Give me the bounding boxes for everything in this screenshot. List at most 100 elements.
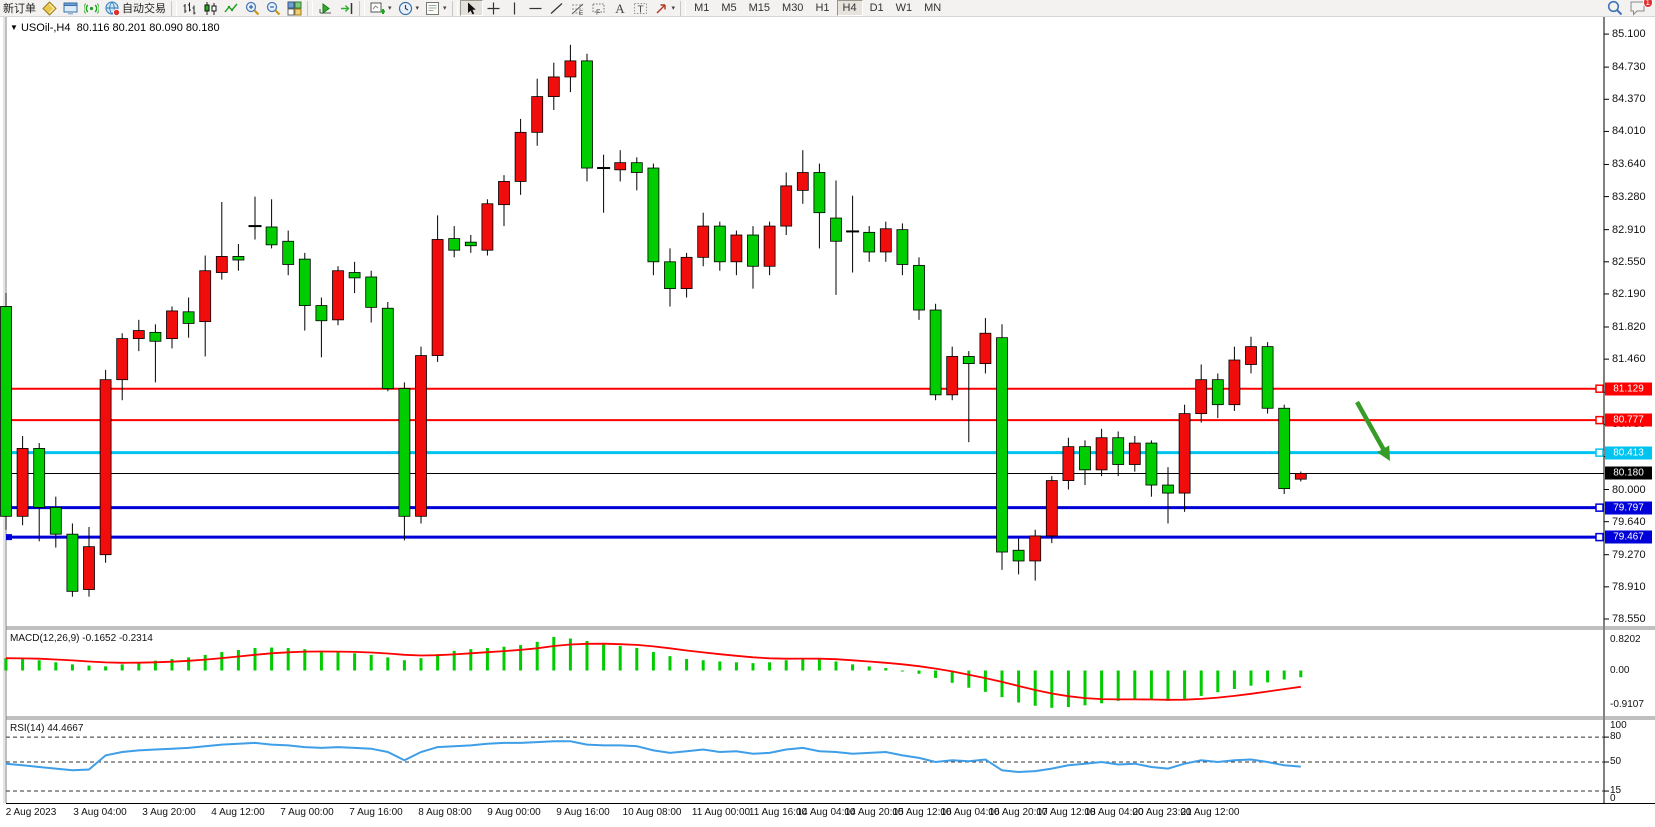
autotrading-button[interactable]: 自动交易	[102, 0, 169, 16]
timeframe-h4[interactable]: H4	[836, 0, 863, 16]
trendline-button[interactable]	[546, 0, 567, 16]
timeframe-m15[interactable]: M15	[748, 2, 771, 14]
hline-handle-right[interactable]	[1595, 384, 1604, 393]
macd-axis-label: -0.9107	[1610, 698, 1644, 710]
channel-button[interactable]: F	[588, 0, 609, 16]
periods-button[interactable]: ▾	[395, 0, 423, 16]
signals-button[interactable]	[81, 0, 102, 16]
hline-handle-right[interactable]	[1595, 503, 1604, 512]
tile-windows-button[interactable]	[284, 0, 305, 16]
toolbar-separator	[680, 0, 687, 16]
cursor-button[interactable]	[459, 0, 483, 16]
rsi-line	[5, 740, 1301, 774]
notification-badge: 1	[1642, 0, 1653, 8]
auto-scroll-button[interactable]	[315, 0, 336, 16]
time-axis-label: 9 Aug 00:00	[487, 807, 541, 818]
macd-signal-line	[5, 642, 1301, 701]
toolbar-separator	[451, 0, 458, 16]
timeframe-m1[interactable]: M1	[694, 2, 710, 14]
chart-shift-button[interactable]	[336, 0, 357, 16]
toolbar-separator	[171, 0, 177, 16]
toolbar-separator	[307, 0, 313, 16]
rsi-axis-label: 15	[1610, 785, 1622, 797]
text-label-button[interactable]: T	[630, 0, 651, 16]
timeframe-w1[interactable]: W1	[895, 2, 913, 14]
time-axis-label: 7 Aug 16:00	[349, 807, 403, 818]
hline-price-label: 79.467	[1605, 530, 1652, 544]
market-watch-button[interactable]	[39, 0, 60, 16]
price-tick: 79.640	[1612, 515, 1646, 528]
horizontal-line-button[interactable]	[525, 0, 546, 16]
price-tick: 81.820	[1612, 320, 1646, 333]
time-axis-label: 9 Aug 16:00	[556, 807, 610, 818]
text-a-button[interactable]: A	[609, 0, 630, 16]
candlestick-button[interactable]	[200, 0, 221, 16]
hline-handle-right[interactable]	[1595, 532, 1604, 542]
price-tick: 82.910	[1612, 223, 1646, 236]
new-window-button[interactable]	[60, 0, 81, 16]
time-axis-label: 15 Aug 12:00	[892, 807, 952, 818]
price-axis-ticks	[1604, 33, 1609, 620]
hline-handle-left[interactable]	[6, 534, 12, 541]
time-axis-label: 7 Aug 00:00	[280, 807, 334, 818]
search-button[interactable]	[1604, 0, 1626, 16]
timeframe-d1[interactable]: D1	[869, 2, 884, 14]
hline-price-label: 81.129	[1605, 382, 1652, 396]
crosshair-button[interactable]	[483, 0, 504, 16]
price-tick: 78.910	[1612, 580, 1646, 593]
time-axis-label: 16 Aug 04:00	[940, 807, 1000, 818]
price-tick: 84.370	[1612, 93, 1646, 106]
hline-handle-right[interactable]	[1595, 448, 1604, 457]
chart-canvas	[0, 17, 1655, 827]
macd-axis-label: 0.00	[1610, 664, 1630, 676]
vertical-line-button[interactable]	[504, 0, 525, 16]
timeframe-mn[interactable]: MN	[924, 2, 942, 14]
timeframe-m30[interactable]: M30	[782, 2, 804, 14]
price-tick: 82.190	[1612, 287, 1646, 300]
rsi-axis-label: 50	[1610, 756, 1622, 767]
fibonacci-button[interactable]: E	[567, 0, 588, 16]
rsi-axis-label: 0	[1610, 792, 1616, 804]
time-axis-label: 2 Aug 2023	[5, 807, 57, 818]
current-price-label: 80.180	[1605, 466, 1652, 480]
time-axis-label: 20 Aug 23:00	[1132, 807, 1192, 818]
zoom-out-button[interactable]	[263, 0, 284, 16]
time-axis-label: 10 Aug 08:00	[622, 807, 682, 818]
rsi-axis-label: 80	[1610, 731, 1622, 743]
time-axis-label: 4 Aug 12:00	[211, 807, 265, 818]
line-chart-button[interactable]	[221, 0, 242, 16]
chart-title: ▼ USOil-,H4 80.116 80.201 80.090 80.180	[10, 22, 220, 34]
timeframe-h1[interactable]: H1	[815, 2, 830, 14]
toolbar: 新订单 自动交易 ▾ ▾ ▾ E F A T ▾ M1 M5 M15 M30 H1 H4 D1 W1 MN 1	[0, 0, 1655, 17]
time-axis-label: 18 Aug 04:00	[1084, 807, 1144, 818]
chat-button[interactable]: 1	[1626, 0, 1653, 16]
time-axis-label: 17 Aug 12:00	[1036, 807, 1096, 818]
time-axis-label: 16 Aug 20:00	[988, 807, 1048, 818]
new-chart-button[interactable]: ▾	[367, 0, 395, 16]
price-tick: 84.730	[1612, 61, 1646, 74]
hline-handle-right[interactable]	[1595, 415, 1604, 425]
chevron-down-icon[interactable]: ▼	[10, 23, 18, 32]
new-order-button[interactable]: 新订单	[3, 3, 36, 15]
time-axis-label: 8 Aug 08:00	[418, 807, 472, 818]
templates-button[interactable]: ▾	[422, 0, 450, 16]
time-axis-label: 11 Aug 16:00	[748, 807, 808, 818]
zoom-in-button[interactable]	[242, 0, 263, 16]
time-axis-label: 3 Aug 04:00	[73, 807, 127, 818]
annotation-arrow[interactable]	[1355, 400, 1390, 461]
price-tick: 79.270	[1612, 548, 1646, 561]
arrows-button[interactable]: ▾	[651, 0, 679, 16]
svg-text:E: E	[579, 11, 583, 16]
price-tick: 78.550	[1612, 613, 1646, 625]
time-axis-label: 3 Aug 20:00	[142, 807, 196, 818]
rsi-axis-label: 100	[1610, 720, 1627, 731]
time-axis-label: 21 Aug 12:00	[1180, 807, 1240, 818]
timeframe-m5[interactable]: M5	[721, 2, 737, 14]
svg-text:F: F	[596, 9, 600, 16]
time-axis-label: 14 Aug 20:00	[844, 807, 904, 818]
svg-text:A: A	[615, 1, 625, 16]
hline-price-label: 80.777	[1605, 413, 1652, 427]
bar-chart-button[interactable]	[179, 0, 200, 16]
macd-axis-label: 0.8202	[1610, 633, 1641, 645]
toolbar-separator	[359, 0, 365, 16]
